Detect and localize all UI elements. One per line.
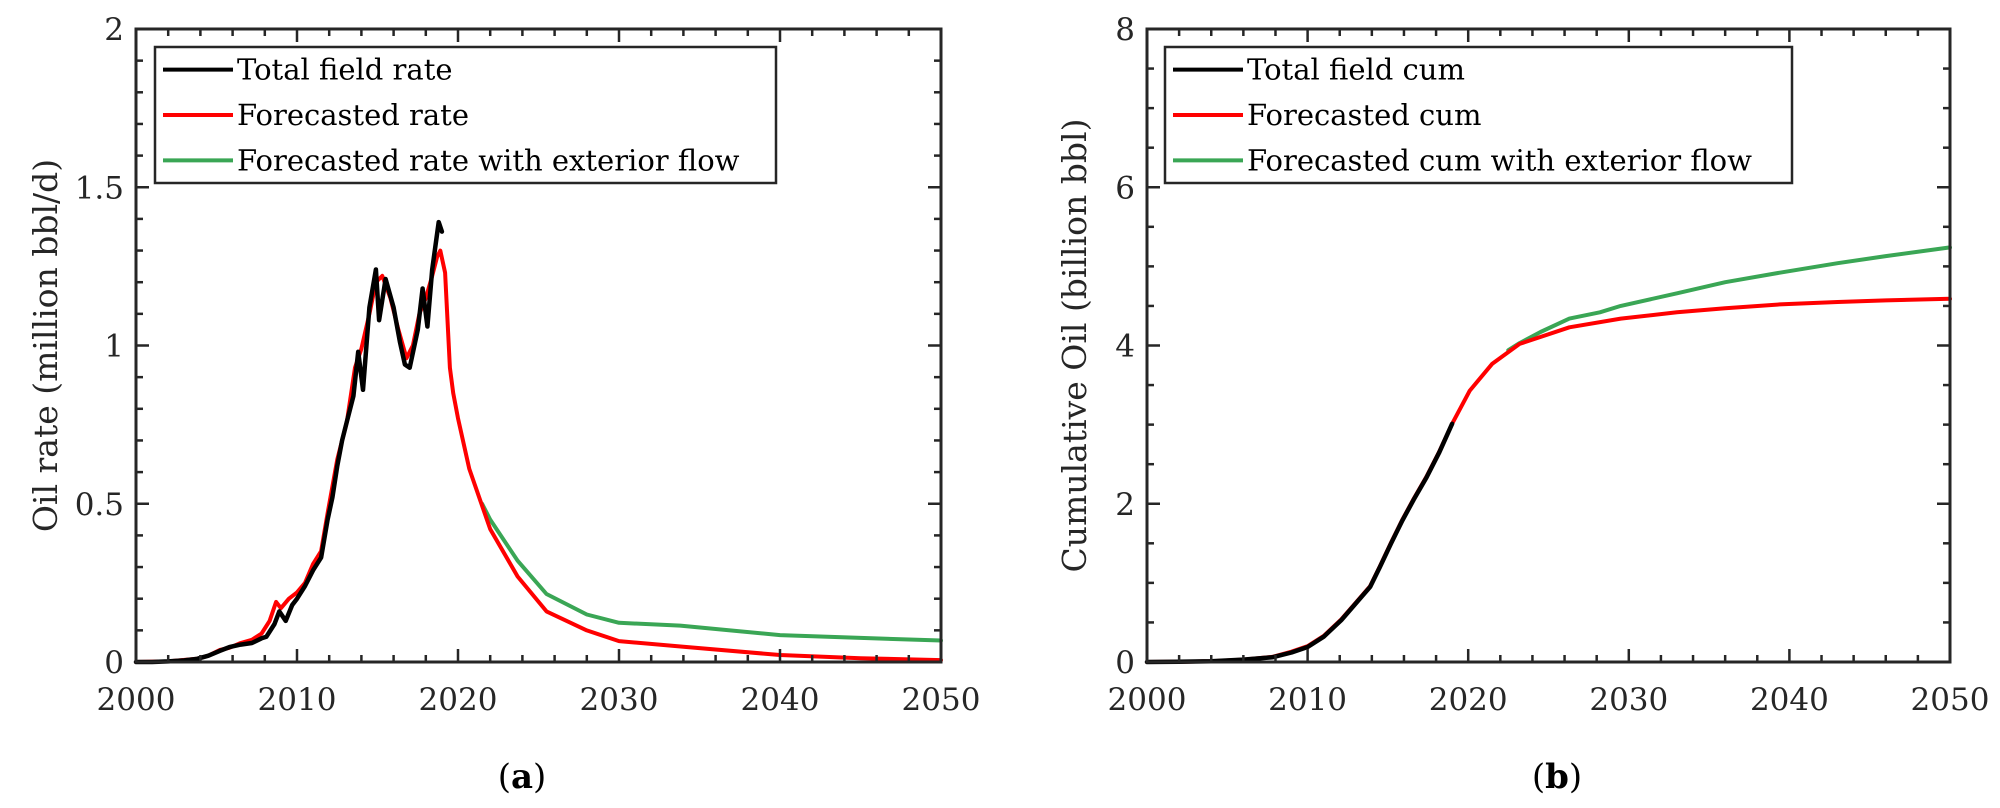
- panel-b-axes-box: [1145, 27, 1952, 664]
- y-tick-label: 0: [104, 645, 124, 681]
- series-line-forecasted-rate-with-exterior-flow: [480, 501, 943, 643]
- y-tick-label: 1: [104, 329, 124, 365]
- panel-a-axes-box: [134, 27, 943, 664]
- x-tick-label: 2020: [1429, 682, 1508, 718]
- y-tick-label: 8: [1115, 12, 1135, 48]
- y-tick-label: 1.5: [75, 170, 124, 206]
- legend-label: Total field rate: [237, 53, 453, 87]
- x-tick-label: 2010: [258, 682, 337, 718]
- x-tick-label: 2010: [1268, 682, 1347, 718]
- panel-a-plot-lines: [133, 219, 943, 665]
- y-tick-label: 2: [104, 12, 124, 48]
- panel-a-oil-rate-chart: 2000 2010 2020 2030 2040 2050 0 0.5 1 1.5 2 Oil r…: [26, 12, 980, 797]
- panel-b-legend: Total field cum Forecasted cum Forecasted …: [1163, 45, 1794, 185]
- y-tick-label: 0: [1115, 645, 1135, 681]
- panel-a-caption: (a): [498, 757, 547, 797]
- x-tick-label: 2050: [1911, 682, 1990, 718]
- x-tick-label: 2030: [580, 682, 659, 718]
- x-tick-label: 2020: [419, 682, 498, 718]
- panel-b-y-axis-label: Cumulative Oil (billion bbl): [1055, 119, 1094, 573]
- series-line-forecasted-rate: [134, 248, 943, 664]
- series-line-total-field-cum: [1144, 421, 1455, 665]
- x-tick-label: 2040: [1750, 682, 1829, 718]
- legend-label: Total field cum: [1247, 53, 1465, 87]
- legend-label: Forecasted cum with exterior flow: [1247, 143, 1752, 177]
- series-line-forecasted-cum: [1145, 296, 1952, 664]
- x-tick-label: 2000: [1108, 682, 1187, 718]
- y-tick-label: 6: [1115, 170, 1135, 206]
- y-tick-label: 2: [1115, 487, 1135, 523]
- legend-item: Total field cum: [1173, 53, 1465, 87]
- legend-item: Forecasted cum: [1173, 98, 1481, 132]
- legend-box: [153, 45, 778, 185]
- x-tick-label: 2000: [97, 682, 176, 718]
- panel-b-plot-lines: [1144, 245, 1952, 665]
- x-tick-label: 2030: [1589, 682, 1668, 718]
- y-tick-label: 4: [1115, 329, 1135, 365]
- panel-a-y-axis-label: Oil rate (million bbl/d): [26, 159, 65, 532]
- legend-item: Forecasted rate: [163, 98, 469, 132]
- legend-item: Total field rate: [163, 53, 453, 87]
- x-tick-label: 2040: [741, 682, 820, 718]
- panel-a-ytick-labels: 0 0.5 1 1.5 2: [75, 12, 124, 681]
- panel-b-ytick-labels: 0 2 4 6 8: [1115, 12, 1135, 681]
- series-line-total-field-rate: [133, 219, 445, 665]
- panel-a-xtick-labels: 2000 2010 2020 2030 2040 2050: [97, 682, 981, 718]
- legend-box: [1163, 45, 1794, 185]
- panel-b-caption: (b): [1532, 757, 1582, 797]
- panel-b-cumulative-oil-chart: 2000 2010 2020 2030 2040 2050 0 2 4 6 8 Cumulativ…: [1055, 12, 1989, 797]
- series-line-forecasted-cum-with-exterior-flow: [1506, 245, 1952, 353]
- y-tick-label: 0.5: [75, 487, 124, 523]
- panel-b-xtick-labels: 2000 2010 2020 2030 2040 2050: [1108, 682, 1990, 718]
- legend-label: Forecasted rate with exterior flow: [237, 143, 740, 177]
- legend-label: Forecasted rate: [237, 98, 469, 132]
- legend-item: Forecasted cum with exterior flow: [1173, 143, 1752, 177]
- legend-label: Forecasted cum: [1247, 98, 1481, 132]
- legend-item: Forecasted rate with exterior flow: [163, 143, 740, 177]
- x-tick-label: 2050: [902, 682, 981, 718]
- panel-a-legend: Total field rate Forecasted rate Forecaste…: [153, 45, 778, 185]
